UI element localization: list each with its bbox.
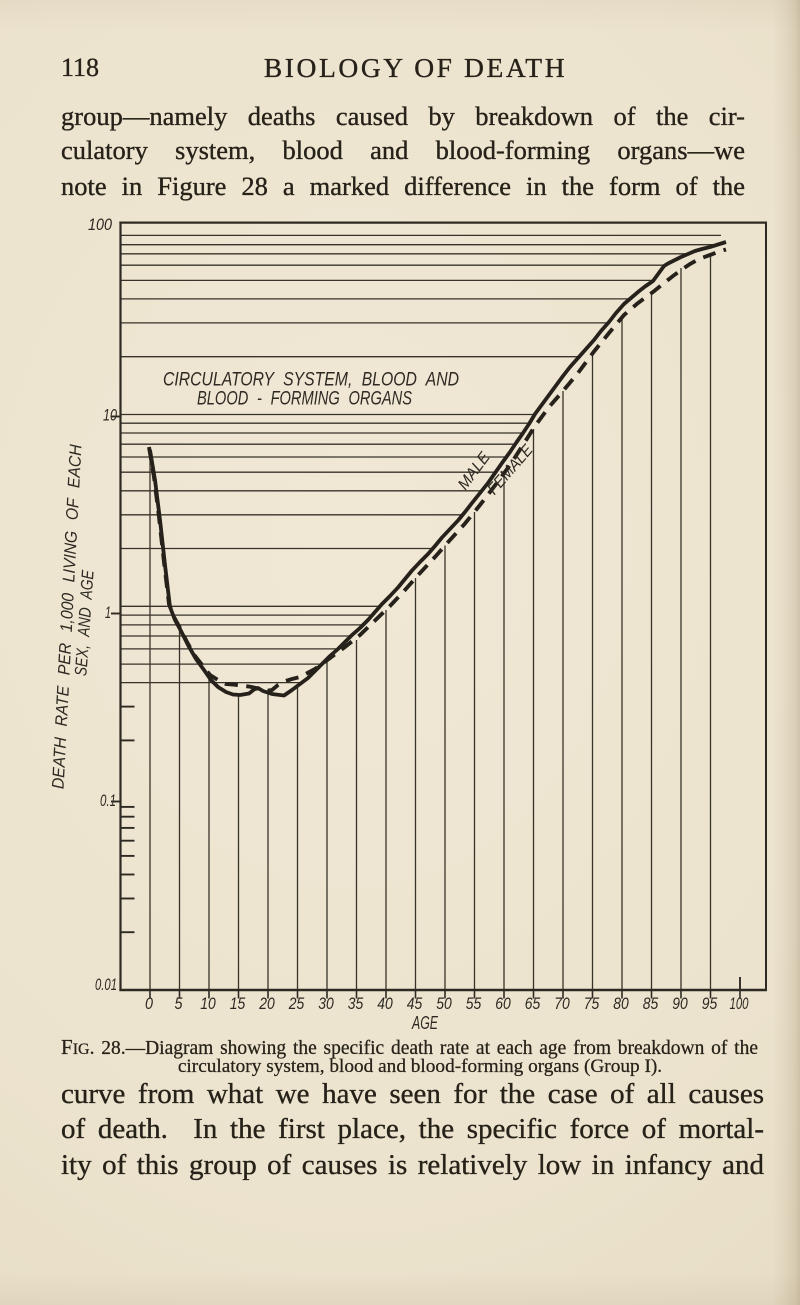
svg-text:5: 5 — [175, 994, 183, 1013]
svg-text:65: 65 — [525, 994, 541, 1013]
svg-text:15: 15 — [230, 994, 246, 1013]
svg-text:70: 70 — [554, 994, 570, 1013]
svg-text:85: 85 — [643, 994, 659, 1013]
svg-text:10: 10 — [103, 406, 117, 425]
svg-text:55: 55 — [466, 994, 482, 1013]
svg-text:10: 10 — [200, 994, 216, 1013]
svg-text:25: 25 — [288, 994, 305, 1013]
svg-text:CIRCULATORY SYSTEM, BLOOD AND: CIRCULATORY SYSTEM, BLOOD AND — [163, 370, 459, 391]
svg-text:AGE: AGE — [411, 1013, 438, 1033]
svg-text:100: 100 — [88, 215, 112, 234]
svg-text:50: 50 — [436, 994, 452, 1013]
svg-text:100: 100 — [730, 994, 749, 1013]
svg-text:80: 80 — [613, 994, 629, 1013]
svg-text:45: 45 — [407, 994, 423, 1013]
svg-text:30: 30 — [318, 994, 334, 1013]
svg-text:1: 1 — [105, 603, 111, 622]
svg-text:20: 20 — [258, 994, 275, 1013]
svg-text:40: 40 — [377, 994, 393, 1013]
svg-text:75: 75 — [584, 994, 600, 1013]
svg-text:60: 60 — [495, 994, 511, 1013]
svg-text:90: 90 — [672, 994, 688, 1013]
svg-text:95: 95 — [702, 994, 718, 1013]
svg-text:35: 35 — [348, 994, 364, 1013]
svg-text:BLOOD - FORMING ORGANS: BLOOD - FORMING ORGANS — [197, 389, 412, 410]
svg-text:0.1: 0.1 — [100, 791, 116, 810]
svg-text:0.01: 0.01 — [95, 975, 117, 994]
svg-text:0: 0 — [145, 994, 153, 1013]
